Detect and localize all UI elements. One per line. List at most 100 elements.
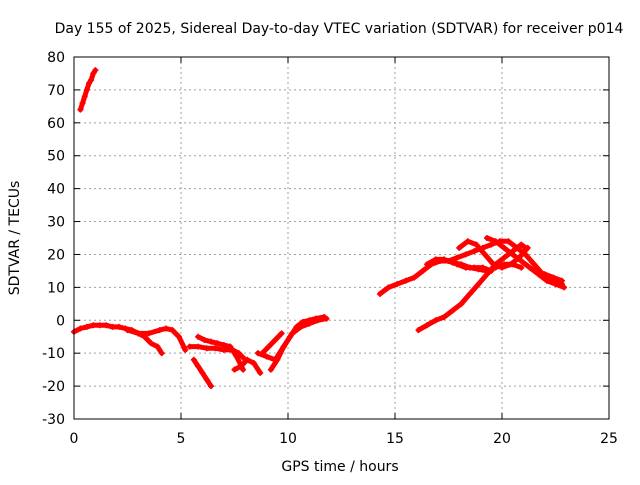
data-point xyxy=(265,343,272,350)
data-point xyxy=(481,251,488,258)
x-tick-label: 25 xyxy=(600,431,618,447)
data-point xyxy=(526,264,533,271)
data-point xyxy=(488,241,495,248)
y-tick-label: -30 xyxy=(42,412,65,428)
data-point xyxy=(231,366,238,373)
plot-frame xyxy=(73,56,610,420)
data-point xyxy=(475,281,482,288)
data-point xyxy=(278,330,285,337)
x-axis-label: GPS time / hours xyxy=(281,459,398,475)
data-point xyxy=(77,325,84,332)
data-point xyxy=(227,343,234,350)
data-point xyxy=(250,360,257,367)
data-point xyxy=(201,337,208,344)
data-point xyxy=(321,313,328,320)
data-point xyxy=(96,322,103,329)
data-point xyxy=(195,363,202,370)
data-series-arc-night-5 xyxy=(456,238,531,271)
data-point xyxy=(458,300,465,307)
y-tick-label: 70 xyxy=(47,83,65,99)
data-point xyxy=(148,340,155,347)
data-point xyxy=(402,277,409,284)
data-point xyxy=(92,67,99,74)
data-point xyxy=(462,251,469,258)
x-tick-label: 20 xyxy=(493,431,511,447)
data-point xyxy=(492,238,499,245)
y-tick-label: 10 xyxy=(47,280,65,296)
data-point xyxy=(214,340,221,347)
data-point xyxy=(441,313,448,320)
data-point xyxy=(541,271,548,278)
data-point xyxy=(550,274,557,281)
data-series-arc-noon-2 xyxy=(195,333,247,373)
data-point xyxy=(385,284,392,291)
data-point xyxy=(79,100,86,107)
y-tick-label: -10 xyxy=(42,346,65,362)
data-point xyxy=(424,322,431,329)
tick-layer: -30 -20 -10 0 10 20 30 40 50 60 70 80 0 5 10 15 20 25 xyxy=(42,50,618,447)
data-point xyxy=(524,244,531,251)
data-point xyxy=(103,322,110,329)
x-tick-label: 15 xyxy=(386,431,404,447)
data-point xyxy=(484,271,491,278)
data-point xyxy=(441,256,448,263)
data-point xyxy=(454,254,461,261)
chart-title: Day 155 of 2025, Sidereal Day-to-day VTE… xyxy=(55,21,624,37)
data-point xyxy=(203,376,210,383)
data-point xyxy=(466,290,473,297)
data-point xyxy=(411,274,418,281)
x-tick-label: 5 xyxy=(177,431,186,447)
y-tick-label: 0 xyxy=(56,313,65,329)
data-point xyxy=(199,369,206,376)
data-point xyxy=(135,330,142,337)
data-point xyxy=(195,343,202,350)
data-point xyxy=(475,266,482,273)
y-tick-label: 50 xyxy=(47,149,65,165)
series-line xyxy=(484,235,567,290)
data-point xyxy=(509,251,516,258)
data-point xyxy=(299,318,306,325)
data-point xyxy=(518,258,525,265)
data-series-arc-drop xyxy=(190,356,214,390)
data-point xyxy=(458,261,465,268)
data-point xyxy=(561,284,568,291)
data-point xyxy=(109,323,116,330)
data-series-arc-afternoon-low xyxy=(231,356,264,376)
y-tick-label: -20 xyxy=(42,379,65,395)
data-point xyxy=(377,290,384,297)
data-point xyxy=(263,353,270,360)
data-point xyxy=(90,322,97,329)
y-tick-label: 80 xyxy=(47,50,65,66)
y-tick-label: 30 xyxy=(47,215,65,231)
y-axis-label: SDTVAR / TECUs xyxy=(7,181,23,296)
data-point xyxy=(464,238,471,245)
data-point xyxy=(154,343,161,350)
data-point xyxy=(280,343,287,350)
data-point xyxy=(83,86,90,93)
data-point xyxy=(456,244,463,251)
data-point xyxy=(501,254,508,261)
data-point xyxy=(83,323,90,330)
data-point xyxy=(432,256,439,263)
data-point xyxy=(312,315,319,322)
data-point xyxy=(257,369,264,376)
data-point xyxy=(244,356,251,363)
data-point xyxy=(471,248,478,255)
data-point xyxy=(558,277,565,284)
data-point xyxy=(259,350,266,357)
data-point xyxy=(484,235,491,241)
data-point xyxy=(190,356,197,363)
data-point xyxy=(552,281,559,288)
data-point xyxy=(531,261,538,268)
data-point xyxy=(505,238,512,245)
x-tick-label: 0 xyxy=(70,431,79,447)
data-series-arc-evening-rise-2 xyxy=(267,313,328,373)
data-point xyxy=(287,333,294,340)
series-line xyxy=(533,268,565,284)
data-point xyxy=(195,333,202,340)
data-point xyxy=(145,330,152,337)
data-point xyxy=(415,327,422,334)
data-point xyxy=(513,244,520,251)
data-point xyxy=(499,264,505,271)
